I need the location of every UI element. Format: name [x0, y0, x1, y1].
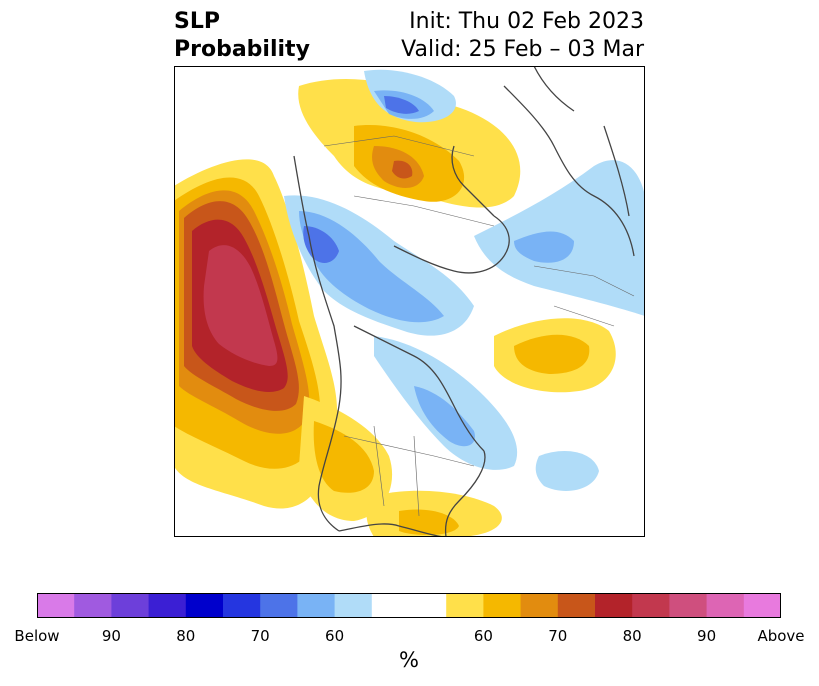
eastern-canada-below-region [374, 336, 518, 470]
north-atlantic-above-region [494, 318, 616, 393]
colorbar-bin [185, 593, 224, 618]
colorbar-bin [595, 593, 633, 618]
colorbar-bin [520, 593, 559, 618]
colorbar-bin [669, 593, 708, 618]
colorbar-bin [74, 593, 112, 618]
country-borders [323, 135, 635, 517]
map-title: SLP Probability [174, 8, 310, 64]
colorbar-bin [483, 593, 522, 618]
north-pacific-above-region [174, 159, 338, 509]
western-north-america-above-region [299, 396, 393, 521]
valid-period: Valid: 25 Feb – 03 Mar [401, 37, 644, 62]
colorbar-bin [334, 593, 373, 618]
colorbar-bin [297, 593, 336, 618]
colorbar-tick-label: Below [14, 627, 60, 645]
colorbar-bin [632, 593, 670, 618]
init-date: Init: Thu 02 Feb 2023 [409, 9, 644, 34]
colorbar-bin [743, 593, 781, 618]
colorbar-bin [111, 593, 150, 618]
eastern-siberia-below-region [474, 160, 645, 316]
colorbar-tick-label: 80 [622, 627, 642, 645]
southeast-us-above-region [366, 490, 502, 537]
colorbar-units: % [399, 648, 419, 672]
title-quantity: Probability [174, 37, 310, 62]
colorbar-tick-label: 90 [697, 627, 717, 645]
colorbar-bin [37, 593, 75, 618]
colorbar-bin [557, 593, 596, 618]
colorbar-tick-label: 70 [250, 627, 270, 645]
colorbar-tick-label: 60 [325, 627, 345, 645]
colorbar-bin [446, 593, 484, 618]
colorbar-bin [371, 593, 447, 618]
colorbar-bin [706, 593, 745, 618]
colorbar-tick-label: 70 [548, 627, 568, 645]
title-variable: SLP [174, 9, 220, 34]
scandinavia-below-region [364, 69, 456, 123]
probability-map [174, 66, 645, 537]
forecast-info: Init: Thu 02 Feb 2023 Valid: 25 Feb – 03… [401, 8, 644, 64]
colorbar-tick-label: 80 [176, 627, 196, 645]
colorbar-tick-label: 60 [473, 627, 493, 645]
colorbar-tick-label: 90 [101, 627, 121, 645]
colorbar-tick-label: Above [757, 627, 805, 645]
colorbar-bin [148, 593, 187, 618]
colorbar-bin [260, 593, 298, 618]
colorbar-bin [223, 593, 261, 618]
mid-atlantic-below-patch [535, 451, 599, 491]
western-russia-above-region [298, 78, 521, 208]
colorbar [37, 593, 781, 618]
coastlines [293, 66, 635, 537]
